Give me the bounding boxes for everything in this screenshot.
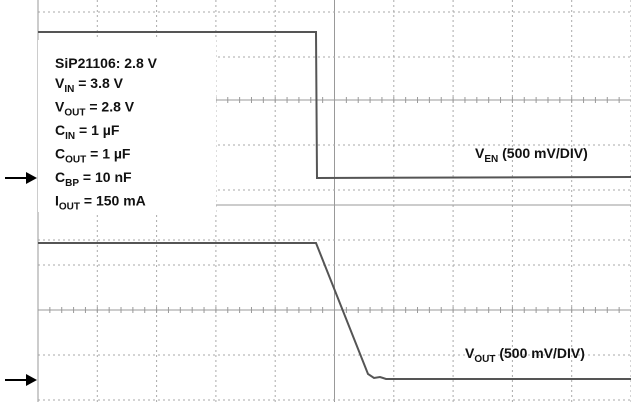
- symbol: I: [55, 193, 59, 209]
- subscript: OUT: [64, 108, 85, 119]
- symbol: V: [475, 145, 485, 161]
- label-text: = 1 µF: [86, 146, 131, 162]
- legend-line: CIN = 1 µF: [55, 122, 120, 142]
- symbol: V: [465, 345, 475, 361]
- subscript: OUT: [65, 155, 86, 166]
- label-text: = 2.8 V: [85, 99, 134, 115]
- vout-trace: [38, 242, 631, 380]
- subscript: OUT: [474, 354, 495, 365]
- trace-labels: VEN (500 mV/DIV)VOUT (500 mV/DIV): [465, 145, 588, 365]
- label-text: (500 mV/DIV): [495, 345, 584, 361]
- arrow: [5, 172, 37, 184]
- legend-line: CBP = 10 nF: [55, 169, 132, 189]
- subscript: EN: [484, 154, 498, 165]
- label-text: (500 mV/DIV): [498, 145, 587, 161]
- legend-line: VIN = 3.8 V: [55, 75, 124, 95]
- legend-line: VOUT = 2.8 V: [55, 99, 135, 119]
- legend-line: IOUT = 150 mA: [55, 193, 146, 213]
- subscript: BP: [65, 178, 79, 189]
- symbol: C: [55, 169, 65, 185]
- symbol: V: [55, 75, 65, 91]
- label-text: = 1 µF: [75, 122, 120, 138]
- label-text: = 10 nF: [79, 169, 132, 185]
- symbol: C: [55, 146, 65, 162]
- trace-label: VOUT (500 mV/DIV): [465, 345, 585, 365]
- subscript: IN: [64, 84, 74, 95]
- arrow: [5, 374, 37, 386]
- legend-line: COUT = 1 µF: [55, 146, 131, 166]
- ven-trace: [38, 31, 631, 180]
- subscript: OUT: [59, 202, 80, 213]
- legend-title: SiP21106: 2.8 V: [55, 55, 158, 71]
- legend-box: [38, 40, 216, 212]
- trace-label: VEN (500 mV/DIV): [475, 145, 588, 165]
- label-text: = 150 mA: [80, 193, 146, 209]
- symbol: C: [55, 122, 65, 138]
- label-text: = 3.8 V: [74, 75, 123, 91]
- subscript: IN: [65, 131, 75, 142]
- symbol: V: [55, 99, 65, 115]
